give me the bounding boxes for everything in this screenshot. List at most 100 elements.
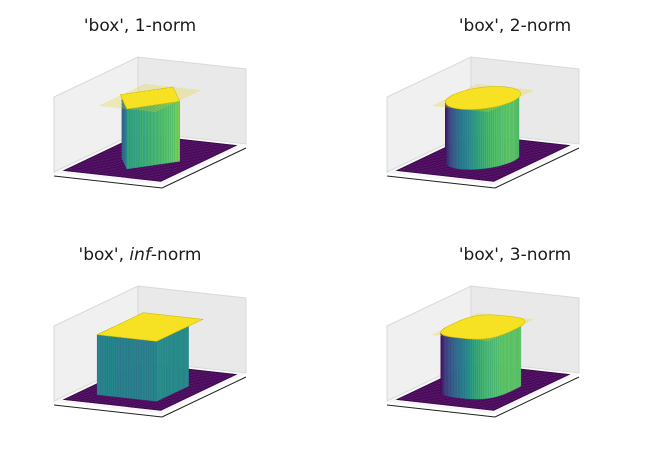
top-grid-line	[454, 86, 502, 109]
top-grid-line	[452, 314, 499, 338]
plot-panel-2-norm: 'box', 2-norm	[333, 0, 666, 229]
base-grid-line	[483, 144, 560, 181]
box-wall-strip	[503, 103, 506, 165]
top-grid-line	[109, 313, 156, 337]
box-wall-strip	[158, 338, 162, 401]
base-grid-line	[153, 144, 230, 181]
x-axis-line	[53, 404, 163, 418]
top-grid-line	[469, 316, 517, 340]
box-wall-strip	[487, 107, 490, 169]
box-wall-strip	[105, 335, 108, 397]
top-grid-line	[479, 89, 526, 112]
top-grid-line	[435, 84, 482, 107]
top-grid-line	[449, 85, 497, 109]
top-grid-line	[442, 84, 489, 108]
box-wall-strip	[479, 108, 483, 170]
top-grid-line	[154, 89, 201, 113]
top-grid-line	[464, 316, 512, 339]
box-wall-strip	[485, 338, 489, 399]
base-grid-line	[153, 373, 230, 410]
box-wall-strip	[142, 106, 145, 167]
box-wall-strip	[129, 108, 133, 169]
box-wall-strip	[458, 108, 461, 170]
y-axis-line	[161, 376, 247, 418]
box-wall-strip	[491, 106, 494, 168]
title-suffix: 3-norm	[509, 245, 572, 265]
top-grid-line	[464, 87, 512, 110]
box-wall-strip	[448, 336, 451, 398]
box-wall-strip	[505, 103, 508, 165]
top-grid-line	[116, 314, 164, 338]
box-wall-strip	[144, 105, 147, 167]
box-wall-strip	[464, 109, 467, 170]
plot-panel-inf-norm: 'box', inf-norm	[0, 229, 333, 458]
top-grid-line	[459, 86, 507, 110]
box-wall-strip	[462, 109, 466, 170]
box-wall-strip	[481, 108, 484, 170]
top-grid-line	[99, 83, 146, 107]
top-grid-line	[146, 318, 193, 341]
top-grid-line	[121, 315, 169, 338]
top-grid-line	[141, 317, 189, 340]
box-wall-strip	[471, 109, 475, 170]
title-suffix: -norm	[150, 245, 202, 265]
top-grid-line	[134, 87, 181, 111]
box-wall-strip	[145, 339, 149, 401]
top-grid-line	[457, 86, 504, 109]
surface-plot-3-norm	[386, 285, 580, 418]
box-wall-strip	[495, 106, 498, 168]
box-wall-strip	[494, 336, 497, 398]
box-wall-strip	[453, 337, 456, 398]
box-wall-strip	[473, 338, 476, 400]
top-grid-line	[477, 317, 524, 341]
box-wall-strip	[163, 103, 166, 164]
box-wall-strip	[116, 336, 120, 398]
top-grid-line	[484, 89, 531, 112]
box-wall-strip	[508, 102, 511, 164]
box-wall-strip	[145, 105, 148, 167]
box-wall-strip	[102, 335, 106, 396]
box-wall-strip	[473, 109, 477, 170]
box-wall-strip	[118, 336, 121, 398]
top-grid-line	[111, 85, 159, 108]
top-grid-line	[104, 84, 151, 107]
base-grid-line	[486, 373, 563, 410]
box-wall-strip	[161, 103, 164, 165]
top-grid-line	[151, 89, 198, 112]
box-wall-strip	[109, 335, 113, 397]
box-wall-strip	[132, 338, 136, 400]
box-wall-strip	[154, 104, 157, 166]
plot-title: 'box', 2-norm	[375, 16, 655, 36]
top-grid-line	[131, 316, 179, 339]
top-grid-line	[124, 86, 171, 109]
y-axis-line	[494, 376, 580, 418]
top-grid-line	[472, 88, 519, 111]
top-grid-line	[440, 84, 487, 107]
box-wall-strip	[490, 337, 493, 399]
x-axis-line	[386, 175, 496, 189]
box-wall-strip	[461, 337, 464, 399]
top-grid-line	[129, 87, 176, 110]
box-wall-strip	[458, 337, 461, 399]
top-grid-line	[151, 318, 198, 341]
x-axis-line	[53, 175, 163, 189]
box-wall-strip	[471, 338, 474, 400]
box-wall-strip	[446, 335, 448, 397]
x-axis-line	[386, 404, 496, 418]
box-wall-strip	[138, 339, 141, 400]
top-grid-line	[457, 315, 504, 338]
box-wall-strip	[176, 101, 180, 162]
title-suffix: 1-norm	[134, 16, 197, 36]
box-wall-strip	[501, 334, 504, 396]
box-wall-strip	[131, 338, 134, 399]
box-wall-strip	[151, 104, 154, 166]
top-grid-line	[126, 315, 174, 339]
box-wall-strip	[129, 338, 132, 399]
box-wall-strip	[133, 107, 137, 169]
top-grid-line	[474, 88, 522, 111]
box-wall-strip	[147, 105, 150, 167]
box-wall-strip	[468, 109, 471, 170]
box-wall-strip	[450, 336, 453, 398]
box-wall-strip	[164, 102, 168, 164]
box-wall-strip	[96, 334, 101, 396]
